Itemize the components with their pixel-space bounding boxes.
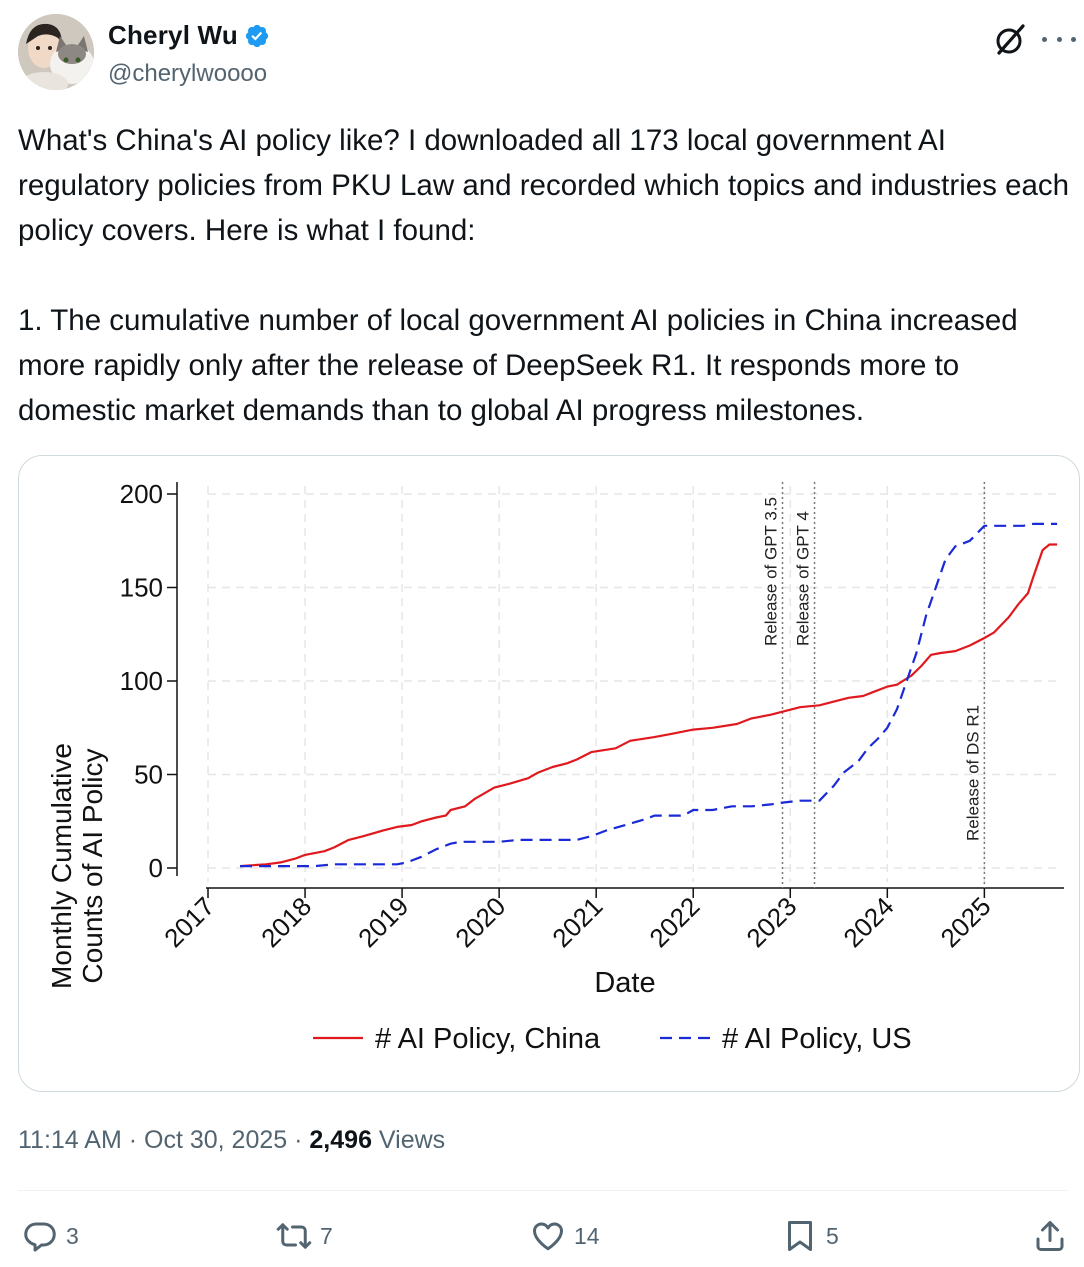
- series-line: [239, 543, 1058, 868]
- y-tick-label: 200: [120, 479, 163, 509]
- share-icon: [1036, 1221, 1064, 1251]
- like-count: 14: [574, 1222, 600, 1249]
- x-tick-label: 2021: [546, 891, 608, 953]
- author-handle[interactable]: @cherylwoooo: [108, 60, 268, 87]
- legend-label: # AI Policy, China: [375, 1023, 601, 1055]
- more-options-icon[interactable]: [1042, 26, 1076, 52]
- legend-label: # AI Policy, US: [722, 1023, 912, 1055]
- annotation-label: Release of DS R1: [963, 705, 982, 841]
- repost-icon: [276, 1223, 312, 1249]
- tweet-date[interactable]: Oct 30, 2025: [144, 1126, 288, 1154]
- divider: [18, 1190, 1068, 1191]
- repost-button[interactable]: 7: [276, 1208, 333, 1264]
- tweet-header: Cheryl Wu @cherylwoooo: [18, 14, 1076, 92]
- author-name[interactable]: Cheryl Wu: [108, 20, 238, 50]
- y-axis-label-line2: Counts of AI Policy: [77, 748, 108, 983]
- avatar-photo: [18, 14, 94, 90]
- bookmark-count: 5: [826, 1222, 839, 1249]
- x-axis-label: Date: [594, 967, 655, 999]
- tweet-text: What's China's AI policy like? I downloa…: [18, 118, 1078, 433]
- views-count: 2,496: [309, 1126, 372, 1154]
- x-tick-label: 2018: [255, 891, 317, 953]
- x-tick-label: 2023: [740, 891, 802, 953]
- like-button[interactable]: 14: [530, 1208, 600, 1264]
- meta-separator: ·: [294, 1126, 303, 1154]
- chart-legend: # AI Policy, China # AI Policy, US: [313, 1023, 912, 1055]
- x-tick-label: 2017: [158, 891, 220, 953]
- x-tick-label: 2020: [449, 891, 511, 953]
- verified-badge-icon[interactable]: [244, 23, 270, 49]
- reply-button[interactable]: 3: [22, 1208, 79, 1264]
- reply-count: 3: [66, 1222, 79, 1249]
- tweet-meta: 11:14 AM · Oct 30, 2025 · 2,496 Views: [18, 1126, 445, 1155]
- y-tick-label: 100: [120, 666, 163, 696]
- repost-count: 7: [320, 1222, 333, 1249]
- avatar[interactable]: [18, 14, 94, 90]
- annotation-label: Release of GPT 4: [794, 511, 813, 646]
- reply-icon: [24, 1222, 56, 1252]
- chart-image-card[interactable]: Release of GPT 3.5 Release of GPT 4 Releas…: [18, 455, 1080, 1092]
- bookmark-button[interactable]: 5: [782, 1208, 839, 1264]
- share-button[interactable]: [1032, 1208, 1068, 1264]
- heart-icon: [533, 1222, 563, 1251]
- tweet-paragraph-1: What's China's AI policy like? I downloa…: [18, 124, 1070, 247]
- grok-icon[interactable]: [994, 22, 1028, 56]
- tweet-time[interactable]: 11:14 AM: [18, 1126, 122, 1154]
- author-name-row: Cheryl Wu: [108, 20, 270, 51]
- x-tick-label: 2025: [934, 891, 996, 953]
- line-chart: Release of GPT 3.5 Release of GPT 4 Releas…: [46, 479, 1064, 1055]
- series-line: [240, 522, 1058, 868]
- annotation-label: Release of GPT 3.5: [762, 497, 781, 646]
- y-tick-label: 50: [134, 760, 163, 790]
- meta-separator: ·: [128, 1126, 138, 1154]
- y-axis-label-line1: Monthly Cumulative: [46, 743, 77, 989]
- tweet-paragraph-2: 1. The cumulative number of local govern…: [18, 304, 1018, 427]
- y-tick-label: 150: [120, 573, 163, 603]
- y-tick-label: 0: [149, 853, 163, 883]
- x-tick-label: 2022: [643, 891, 705, 953]
- views-label: Views: [378, 1126, 446, 1154]
- action-bar: 3 7 14 5: [18, 1208, 1068, 1264]
- x-tick-label: 2024: [837, 891, 899, 953]
- bookmark-icon: [788, 1221, 812, 1251]
- x-tick-label: 2019: [352, 891, 414, 953]
